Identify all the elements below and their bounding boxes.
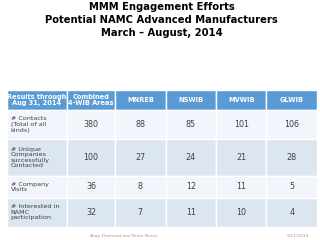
Bar [67, 110, 115, 139]
Text: 4: 4 [289, 208, 294, 217]
Text: GLWIB: GLWIB [280, 97, 304, 103]
Bar [267, 90, 317, 110]
Bar [115, 139, 166, 176]
Bar [67, 198, 115, 227]
Bar [67, 176, 115, 198]
Text: 8: 8 [138, 182, 143, 191]
Bar [216, 90, 267, 110]
Text: # Interested in
NAMC
participation: # Interested in NAMC participation [11, 204, 59, 220]
Text: 32: 32 [86, 208, 96, 217]
Text: 9/12/2014: 9/12/2014 [287, 234, 309, 238]
Bar [267, 110, 317, 139]
Text: # Company
Visits: # Company Visits [11, 181, 49, 192]
Bar [7, 176, 67, 198]
Bar [166, 198, 216, 227]
Text: 10: 10 [236, 208, 246, 217]
Bar [7, 198, 67, 227]
Text: Andy Diamond and Brian Norris: Andy Diamond and Brian Norris [89, 234, 158, 238]
Text: Combined
4-WIB Areas: Combined 4-WIB Areas [68, 94, 114, 106]
Text: 21: 21 [236, 153, 246, 162]
Text: 101: 101 [234, 120, 249, 129]
Text: MNREB: MNREB [127, 97, 154, 103]
Bar [115, 90, 166, 110]
Text: 7: 7 [138, 208, 143, 217]
Bar [267, 176, 317, 198]
Text: 24: 24 [186, 153, 196, 162]
Text: MVWIB: MVWIB [228, 97, 254, 103]
Bar [166, 110, 216, 139]
Text: # Contacts
(Total of all
kinds): # Contacts (Total of all kinds) [11, 116, 46, 132]
Text: 27: 27 [135, 153, 146, 162]
Bar [267, 198, 317, 227]
Bar [115, 176, 166, 198]
Bar [7, 110, 67, 139]
Bar [216, 198, 267, 227]
Bar [7, 90, 67, 110]
Text: Results through
Aug 31, 2014: Results through Aug 31, 2014 [7, 94, 67, 106]
Bar [216, 139, 267, 176]
Text: 11: 11 [186, 208, 196, 217]
Bar [216, 110, 267, 139]
Bar [115, 198, 166, 227]
Text: MMM Engagement Efforts
Potential NAMC Advanced Manufacturers
March – August, 201: MMM Engagement Efforts Potential NAMC Ad… [45, 2, 278, 38]
Bar [166, 90, 216, 110]
Bar [67, 139, 115, 176]
Bar [166, 139, 216, 176]
Text: 11: 11 [236, 182, 246, 191]
Text: 106: 106 [284, 120, 299, 129]
Text: 12: 12 [186, 182, 196, 191]
Text: NSWIB: NSWIB [178, 97, 204, 103]
Bar [166, 176, 216, 198]
Bar [115, 110, 166, 139]
Bar [216, 176, 267, 198]
Text: 88: 88 [135, 120, 145, 129]
Text: 380: 380 [84, 120, 99, 129]
Bar [7, 139, 67, 176]
Text: # Unique
Companies
successfully
Contacted: # Unique Companies successfully Contacte… [11, 146, 50, 168]
Text: 36: 36 [86, 182, 96, 191]
Bar [67, 90, 115, 110]
Text: 5: 5 [289, 182, 294, 191]
Text: 100: 100 [84, 153, 99, 162]
Text: 28: 28 [287, 153, 297, 162]
Text: 85: 85 [186, 120, 196, 129]
Bar [267, 139, 317, 176]
